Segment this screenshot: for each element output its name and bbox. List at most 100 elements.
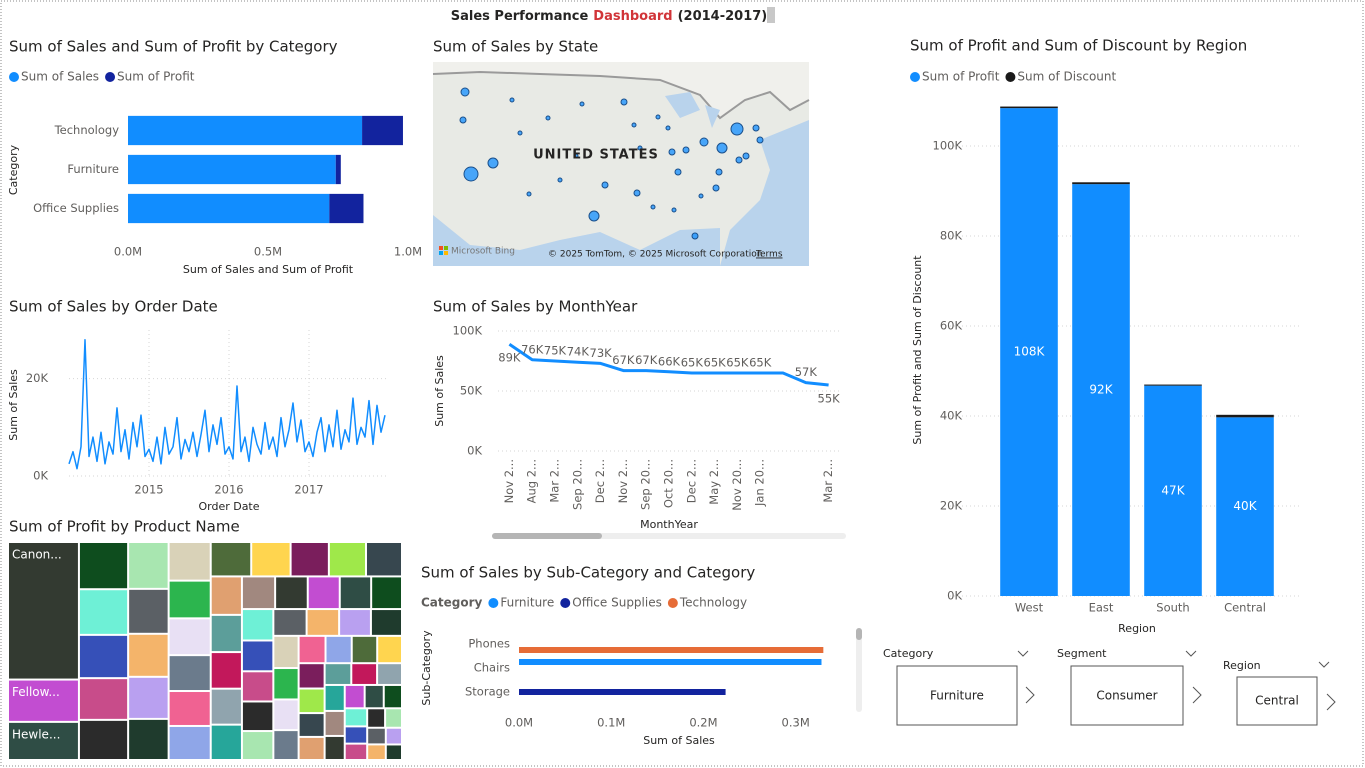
data-label: 47K	[1161, 483, 1185, 497]
map-terms: Terms	[755, 250, 783, 260]
y-axis-title: Sum of Profit and Sum of Discount	[911, 255, 924, 445]
data-label: 67K	[635, 353, 658, 367]
slicer-next[interactable]	[1326, 693, 1336, 711]
treemap-cell	[169, 692, 210, 725]
treemap-cell	[274, 636, 298, 668]
bar	[519, 647, 824, 653]
y-tick-label: Technology	[54, 123, 120, 137]
x-tick-label: Oct 20...	[662, 459, 676, 508]
treemap-cell	[9, 543, 78, 679]
data-label: 89K	[498, 351, 521, 365]
legend-marker	[1005, 72, 1016, 82]
slicer-box[interactable]	[896, 665, 1018, 726]
chart-title: Sum of Profit and Sum of Discount by Reg…	[910, 37, 1247, 55]
treemap-cell	[345, 744, 367, 759]
map-attribution: © 2025 TomTom, © 2025 Microsoft Corporat…	[548, 250, 762, 260]
treemap-cell	[242, 610, 273, 640]
treemap-cell	[368, 728, 385, 744]
treemap-cell	[242, 702, 273, 731]
treemap-cell	[352, 636, 377, 663]
treemap-cell	[386, 728, 401, 744]
treemap-cell	[340, 577, 371, 609]
data-label: 75K	[544, 344, 567, 358]
x-tick-label: South	[1156, 601, 1189, 615]
y-tick-label: Phones	[468, 637, 510, 651]
treemap-cell	[274, 669, 298, 699]
legend-label: Office Supplies	[572, 596, 662, 610]
treemap-cell	[129, 543, 168, 588]
x-tick-label: May 2...	[707, 459, 721, 505]
x-tick-label: Sep 20...	[639, 459, 653, 510]
y-tick-label: Chairs	[474, 661, 510, 675]
treemap-cell	[325, 736, 344, 759]
x-tick-label: Jan 20...	[753, 459, 767, 507]
slicer[interactable]: Segment Consumer	[1057, 647, 1202, 726]
legend-label: Furniture	[500, 596, 554, 610]
treemap-cell	[378, 636, 401, 663]
slicer[interactable]: Region Central	[1223, 659, 1336, 726]
bar	[1072, 184, 1130, 597]
data-label: 57K	[795, 365, 818, 379]
legend-marker	[105, 72, 116, 82]
x-axis-title: MonthYear	[640, 518, 698, 531]
slicer-next[interactable]	[1192, 686, 1202, 704]
line-series	[68, 338, 386, 470]
treemap-cell	[9, 722, 78, 759]
slicer-dropdown[interactable]	[1185, 650, 1197, 657]
treemap-cell	[79, 720, 128, 759]
treemap-cell	[308, 577, 339, 609]
bar	[1144, 385, 1202, 596]
slicer-box[interactable]	[1236, 676, 1318, 726]
treemap-cell	[274, 700, 298, 730]
slicer-next[interactable]	[1025, 686, 1035, 704]
treemap-cell	[368, 745, 385, 759]
slicer-dropdown[interactable]	[1318, 661, 1330, 668]
y-tick-label: 100K	[933, 139, 963, 153]
y-axis-title: Sub-Category	[420, 630, 433, 706]
data-label: 74K	[567, 345, 590, 359]
x-tick-label: 0.0M	[114, 245, 142, 259]
legend-label: Sum of Profit	[117, 70, 195, 84]
scrollbar-thumb[interactable]	[492, 533, 602, 539]
x-tick-label: 0.0M	[505, 716, 533, 730]
title-lead: Sales Performance	[451, 9, 589, 24]
slicer[interactable]: Category Furniture	[883, 647, 1035, 726]
slicer-dropdown[interactable]	[1017, 650, 1029, 657]
treemap-cell	[366, 543, 401, 576]
x-tick-label: Dec 2...	[593, 459, 607, 503]
chart-title: Sum of Sales by MonthYear	[433, 298, 638, 316]
title-marker	[767, 7, 775, 23]
bar	[335, 154, 341, 185]
bar	[519, 659, 822, 665]
treemap-cell	[276, 577, 307, 609]
legend-marker	[667, 598, 678, 608]
slicer-box[interactable]	[1070, 665, 1184, 726]
chart-title: Sum of Sales by State	[433, 38, 598, 56]
treemap-cell	[211, 725, 241, 759]
y-tick-label: Office Supplies	[33, 201, 119, 215]
scrollbar-track[interactable]	[856, 628, 862, 712]
bar	[1216, 414, 1274, 418]
treemap-cell	[340, 610, 370, 635]
x-axis-title: Sum of Sales and Sum of Profit	[183, 263, 354, 276]
treemap-cell	[129, 677, 168, 718]
data-label: 76K	[521, 342, 544, 356]
treemap-cell	[307, 610, 339, 635]
data-label: 66K	[658, 354, 681, 368]
scrollbar-thumb[interactable]	[856, 628, 862, 640]
treemap-cell	[79, 679, 128, 719]
x-tick-label: 2016	[214, 483, 243, 497]
legend-label: Technology	[679, 596, 747, 610]
treemap-cell	[329, 543, 365, 576]
slicer-title: Region	[1223, 659, 1261, 672]
bar	[362, 115, 403, 146]
treemap-cell	[79, 590, 128, 634]
treemap-cell	[129, 634, 168, 676]
legend-label: Sum of Discount	[1017, 70, 1116, 84]
data-label: 92K	[1089, 383, 1113, 397]
treemap-cell	[345, 709, 367, 726]
treemap-cell	[211, 653, 241, 688]
x-tick-label: 2017	[294, 483, 323, 497]
x-tick-label: Nov 2...	[502, 459, 516, 503]
